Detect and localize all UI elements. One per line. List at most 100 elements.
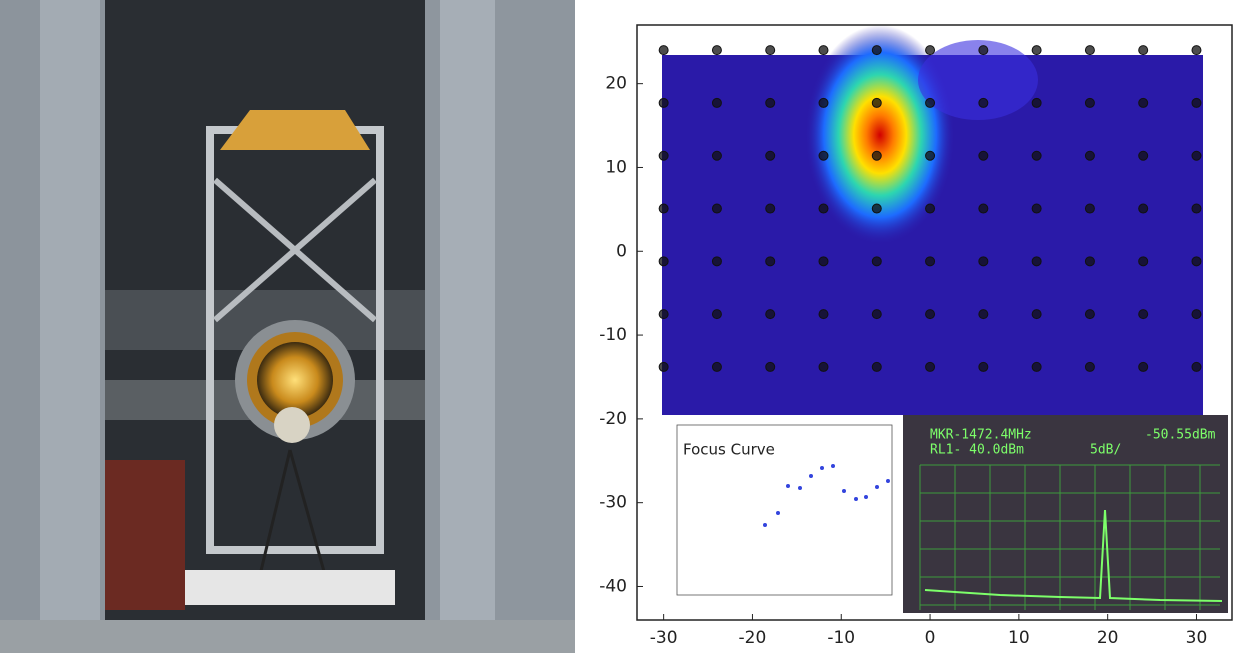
y-tick-label: -40	[599, 576, 627, 596]
x-tick-label: -10	[827, 628, 855, 648]
grid-point	[658, 256, 669, 267]
grid-point	[925, 203, 936, 214]
grid-point	[1138, 45, 1149, 56]
grid-point	[818, 309, 829, 320]
grid-point	[658, 97, 669, 108]
x-tick-label: 30	[1186, 628, 1208, 648]
grid-point	[765, 309, 776, 320]
grid-point	[925, 361, 936, 372]
grid-point	[1191, 309, 1202, 320]
grid-point	[818, 203, 829, 214]
grid-point	[765, 97, 776, 108]
grid-point	[711, 45, 722, 56]
grid-point	[1191, 97, 1202, 108]
grid-point	[818, 361, 829, 372]
grid-point	[711, 150, 722, 161]
grid-point	[658, 150, 669, 161]
grid-point	[871, 97, 882, 108]
grid-point	[1031, 361, 1042, 372]
grid-point	[978, 45, 989, 56]
grid-point	[1084, 150, 1095, 161]
grid-point	[1191, 256, 1202, 267]
grid-point	[925, 45, 936, 56]
grid-point	[1191, 45, 1202, 56]
grid-point	[1084, 203, 1095, 214]
grid-point	[925, 97, 936, 108]
x-tick-label: -30	[650, 628, 678, 648]
grid-point	[1084, 256, 1095, 267]
grid-point	[1191, 150, 1202, 161]
grid-point	[871, 150, 882, 161]
spectrum-text: -50.55dBm	[1145, 428, 1216, 443]
inset-label: Focus Curve	[683, 441, 775, 459]
grid-point	[818, 256, 829, 267]
grid-point	[711, 97, 722, 108]
spectrum-text: 5dB/	[1090, 443, 1121, 458]
y-tick-label: 20	[605, 74, 627, 94]
grid-point	[658, 203, 669, 214]
grid-point	[871, 256, 882, 267]
y-tick-label: -30	[599, 493, 627, 513]
grid-point	[1031, 256, 1042, 267]
grid-point	[978, 309, 989, 320]
grid-point	[1031, 45, 1042, 56]
grid-point	[658, 309, 669, 320]
grid-point	[1031, 150, 1042, 161]
photo	[0, 0, 575, 653]
grid-point	[1031, 203, 1042, 214]
grid-point	[1138, 361, 1149, 372]
grid-point	[871, 361, 882, 372]
grid-point	[1191, 361, 1202, 372]
grid-point	[1031, 97, 1042, 108]
grid-point	[1138, 150, 1149, 161]
grid-point	[925, 309, 936, 320]
grid-point	[978, 203, 989, 214]
grid-point	[711, 361, 722, 372]
x-tick-label: -20	[739, 628, 767, 648]
x-tick-label: 20	[1097, 628, 1119, 648]
grid-point	[978, 256, 989, 267]
grid-point	[658, 361, 669, 372]
grid-point	[871, 309, 882, 320]
grid-point	[1031, 309, 1042, 320]
spectrum-text: MKR-1472.4MHz	[930, 428, 1032, 443]
y-tick-label: 0	[616, 241, 627, 261]
grid-point	[1084, 309, 1095, 320]
grid-point	[1138, 97, 1149, 108]
grid-point	[1138, 309, 1149, 320]
y-tick-label: -20	[599, 409, 627, 429]
grid-point	[978, 361, 989, 372]
focus-inset: Focus Curve	[660, 415, 903, 613]
spectrum-text: RL1- 40.0dBm	[930, 443, 1024, 458]
grid-point	[978, 97, 989, 108]
grid-point	[765, 203, 776, 214]
grid-point	[765, 45, 776, 56]
heatmap	[662, 25, 1203, 415]
grid-point	[1084, 361, 1095, 372]
grid-point	[1138, 203, 1149, 214]
grid-point	[711, 256, 722, 267]
grid-point	[711, 203, 722, 214]
grid-point	[658, 45, 669, 56]
grid-point	[925, 256, 936, 267]
grid-point	[1138, 256, 1149, 267]
grid-point	[818, 150, 829, 161]
grid-point	[1191, 203, 1202, 214]
grid-point	[765, 256, 776, 267]
y-tick-label: 10	[605, 157, 627, 177]
grid-point	[871, 203, 882, 214]
grid-point	[1084, 97, 1095, 108]
x-tick-label: 0	[925, 628, 936, 648]
grid-point	[711, 309, 722, 320]
grid-point	[925, 150, 936, 161]
grid-point	[1084, 45, 1095, 56]
grid-point	[765, 150, 776, 161]
y-tick-label: -10	[599, 325, 627, 345]
grid-point	[765, 361, 776, 372]
grid-point	[818, 45, 829, 56]
grid-point	[978, 150, 989, 161]
x-tick-label: 10	[1008, 628, 1030, 648]
grid-point	[871, 45, 882, 56]
grid-point	[818, 97, 829, 108]
